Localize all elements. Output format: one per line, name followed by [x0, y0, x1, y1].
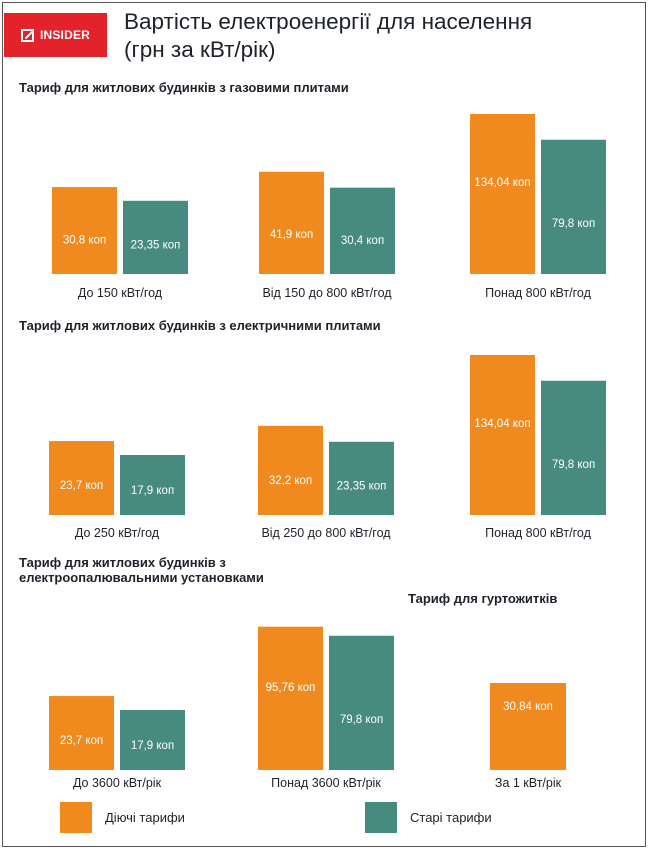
bar-2-0-1 — [120, 710, 185, 770]
bar-value-label-0-0-1: 23,35 коп — [131, 239, 181, 251]
bar-value-label-1-1-1: 23,35 коп — [337, 480, 387, 492]
bar-0-2-1 — [541, 139, 606, 274]
bar-2-1-0 — [258, 626, 323, 770]
bar-value-label-0-2-0: 134,04 коп — [474, 177, 530, 189]
category-label-1-0: До 250 кВт/год — [75, 526, 160, 540]
bar-0-1-0 — [259, 171, 324, 274]
page-title: Вартість електроенергії для населення (г… — [124, 8, 634, 64]
category-label-1-2: Понад 800 кВт/год — [485, 526, 591, 540]
section-title-dorm: Тариф для гуртожитків — [408, 591, 558, 606]
bar-3-0-0 — [490, 682, 566, 770]
bar-1-1-0 — [258, 425, 323, 515]
legend-swatch-current — [60, 802, 92, 833]
bar-value-label-1-1-0: 32,2 коп — [269, 475, 312, 487]
bar-1-2-1 — [541, 380, 606, 515]
bar-value-label-1-2-0: 134,04 коп — [474, 418, 530, 430]
bar-value-label-2-1-1: 79,8 коп — [340, 714, 383, 726]
category-label-3-0: За 1 кВт/рік — [495, 776, 562, 790]
legend-swatch-old — [365, 802, 397, 833]
bar-value-label-3-0-0: 30,84 коп — [503, 701, 553, 713]
bar-0-0-1 — [123, 200, 188, 274]
bar-value-label-0-2-1: 79,8 коп — [552, 218, 595, 230]
bar-1-0-0 — [49, 441, 114, 515]
bar-value-label-0-1-1: 30,4 коп — [341, 235, 384, 247]
bar-value-label-1-2-1: 79,8 коп — [552, 459, 595, 471]
bar-1-1-1 — [329, 441, 394, 515]
insider-logo: INSIDER — [4, 13, 107, 57]
bar-value-label-2-0-0: 23,7 коп — [60, 735, 103, 747]
category-label-0-1: Від 150 до 800 кВт/год — [262, 286, 392, 300]
section-title-heating: Тариф для житлових будинків з електроопа… — [19, 555, 264, 585]
section-title-heating-line-1: Тариф для житлових будинків з — [19, 555, 226, 570]
bar-0-0-0 — [52, 187, 117, 274]
bar-value-label-1-0-1: 17,9 коп — [131, 485, 174, 497]
page-title-line-1: Вартість електроенергії для населення — [124, 9, 533, 34]
page-title-line-2: (грн за кВт/рік) — [124, 37, 276, 62]
section-title-heating-line-2: електроопалювальними установками — [19, 570, 264, 585]
bar-2-1-1 — [329, 635, 394, 770]
category-label-1-1: Від 250 до 800 кВт/год — [261, 526, 391, 540]
bar-0-2-0 — [470, 114, 535, 274]
section-title-electric: Тариф для житлових будинків з електрични… — [19, 318, 381, 333]
category-label-0-2: Понад 800 кВт/год — [485, 286, 591, 300]
bar-value-label-0-0-0: 30,8 коп — [63, 235, 106, 247]
bar-2-0-0 — [49, 696, 114, 770]
category-label-2-1: Понад 3600 кВт/рік — [271, 776, 381, 790]
bar-value-label-1-0-0: 23,7 коп — [60, 480, 103, 492]
bar-0-1-1 — [330, 187, 395, 274]
category-label-0-0: До 150 кВт/год — [78, 286, 163, 300]
bar-1-0-1 — [120, 455, 185, 515]
bar-value-label-0-1-0: 41,9 коп — [270, 229, 313, 241]
category-label-2-0: До 3600 кВт/рік — [73, 776, 162, 790]
bar-value-label-2-0-1: 17,9 коп — [131, 740, 174, 752]
logo-mark-icon — [20, 28, 34, 42]
bar-1-2-0 — [470, 355, 535, 515]
bar-value-label-2-1-0: 95,76 коп — [266, 682, 316, 694]
legend-label-current: Діючі тарифи — [105, 810, 185, 825]
logo-text: INSIDER — [39, 28, 91, 42]
section-title-gas: Тариф для житлових будинків з газовими п… — [19, 80, 349, 95]
legend-label-old: Старі тарифи — [410, 810, 492, 825]
